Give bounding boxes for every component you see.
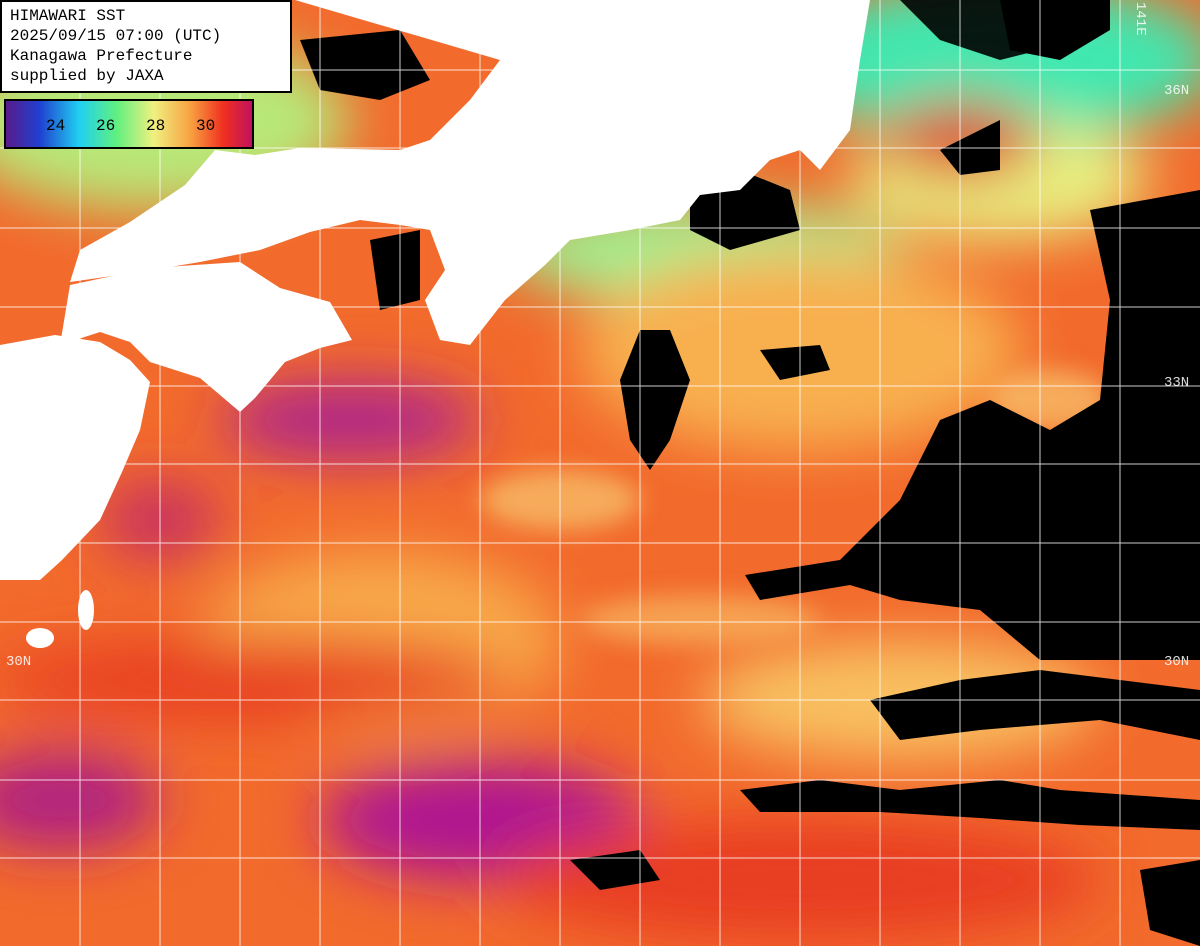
colorbar-label: 28: [146, 117, 165, 135]
land: [0, 0, 870, 648]
colorbar-label: 24: [46, 117, 65, 135]
lat-label: 33N: [1164, 375, 1189, 391]
colorbar: 24 26 28 30: [4, 99, 254, 149]
grid-labels: 36N 33N 30N 30N 138E 141E: [6, 2, 1189, 670]
lat-label: 30N: [1164, 654, 1189, 670]
header-line: HIMAWARI SST: [10, 7, 125, 25]
lat-label: 36N: [1164, 83, 1189, 99]
header-line: 2025/09/15 07:00 (UTC): [10, 27, 221, 45]
colorbar-label: 26: [96, 117, 115, 135]
header-line: Kanagawa Prefecture: [10, 47, 192, 65]
lat-label: 30N: [6, 654, 31, 670]
lon-label: 141E: [1132, 2, 1148, 36]
header-line: supplied by JAXA: [10, 67, 164, 85]
lon-label: 138E: [492, 2, 508, 36]
header-box: HIMAWARI SST 2025/09/15 07:00 (UTC) Kana…: [0, 0, 292, 93]
colorbar-label: 30: [196, 117, 215, 135]
